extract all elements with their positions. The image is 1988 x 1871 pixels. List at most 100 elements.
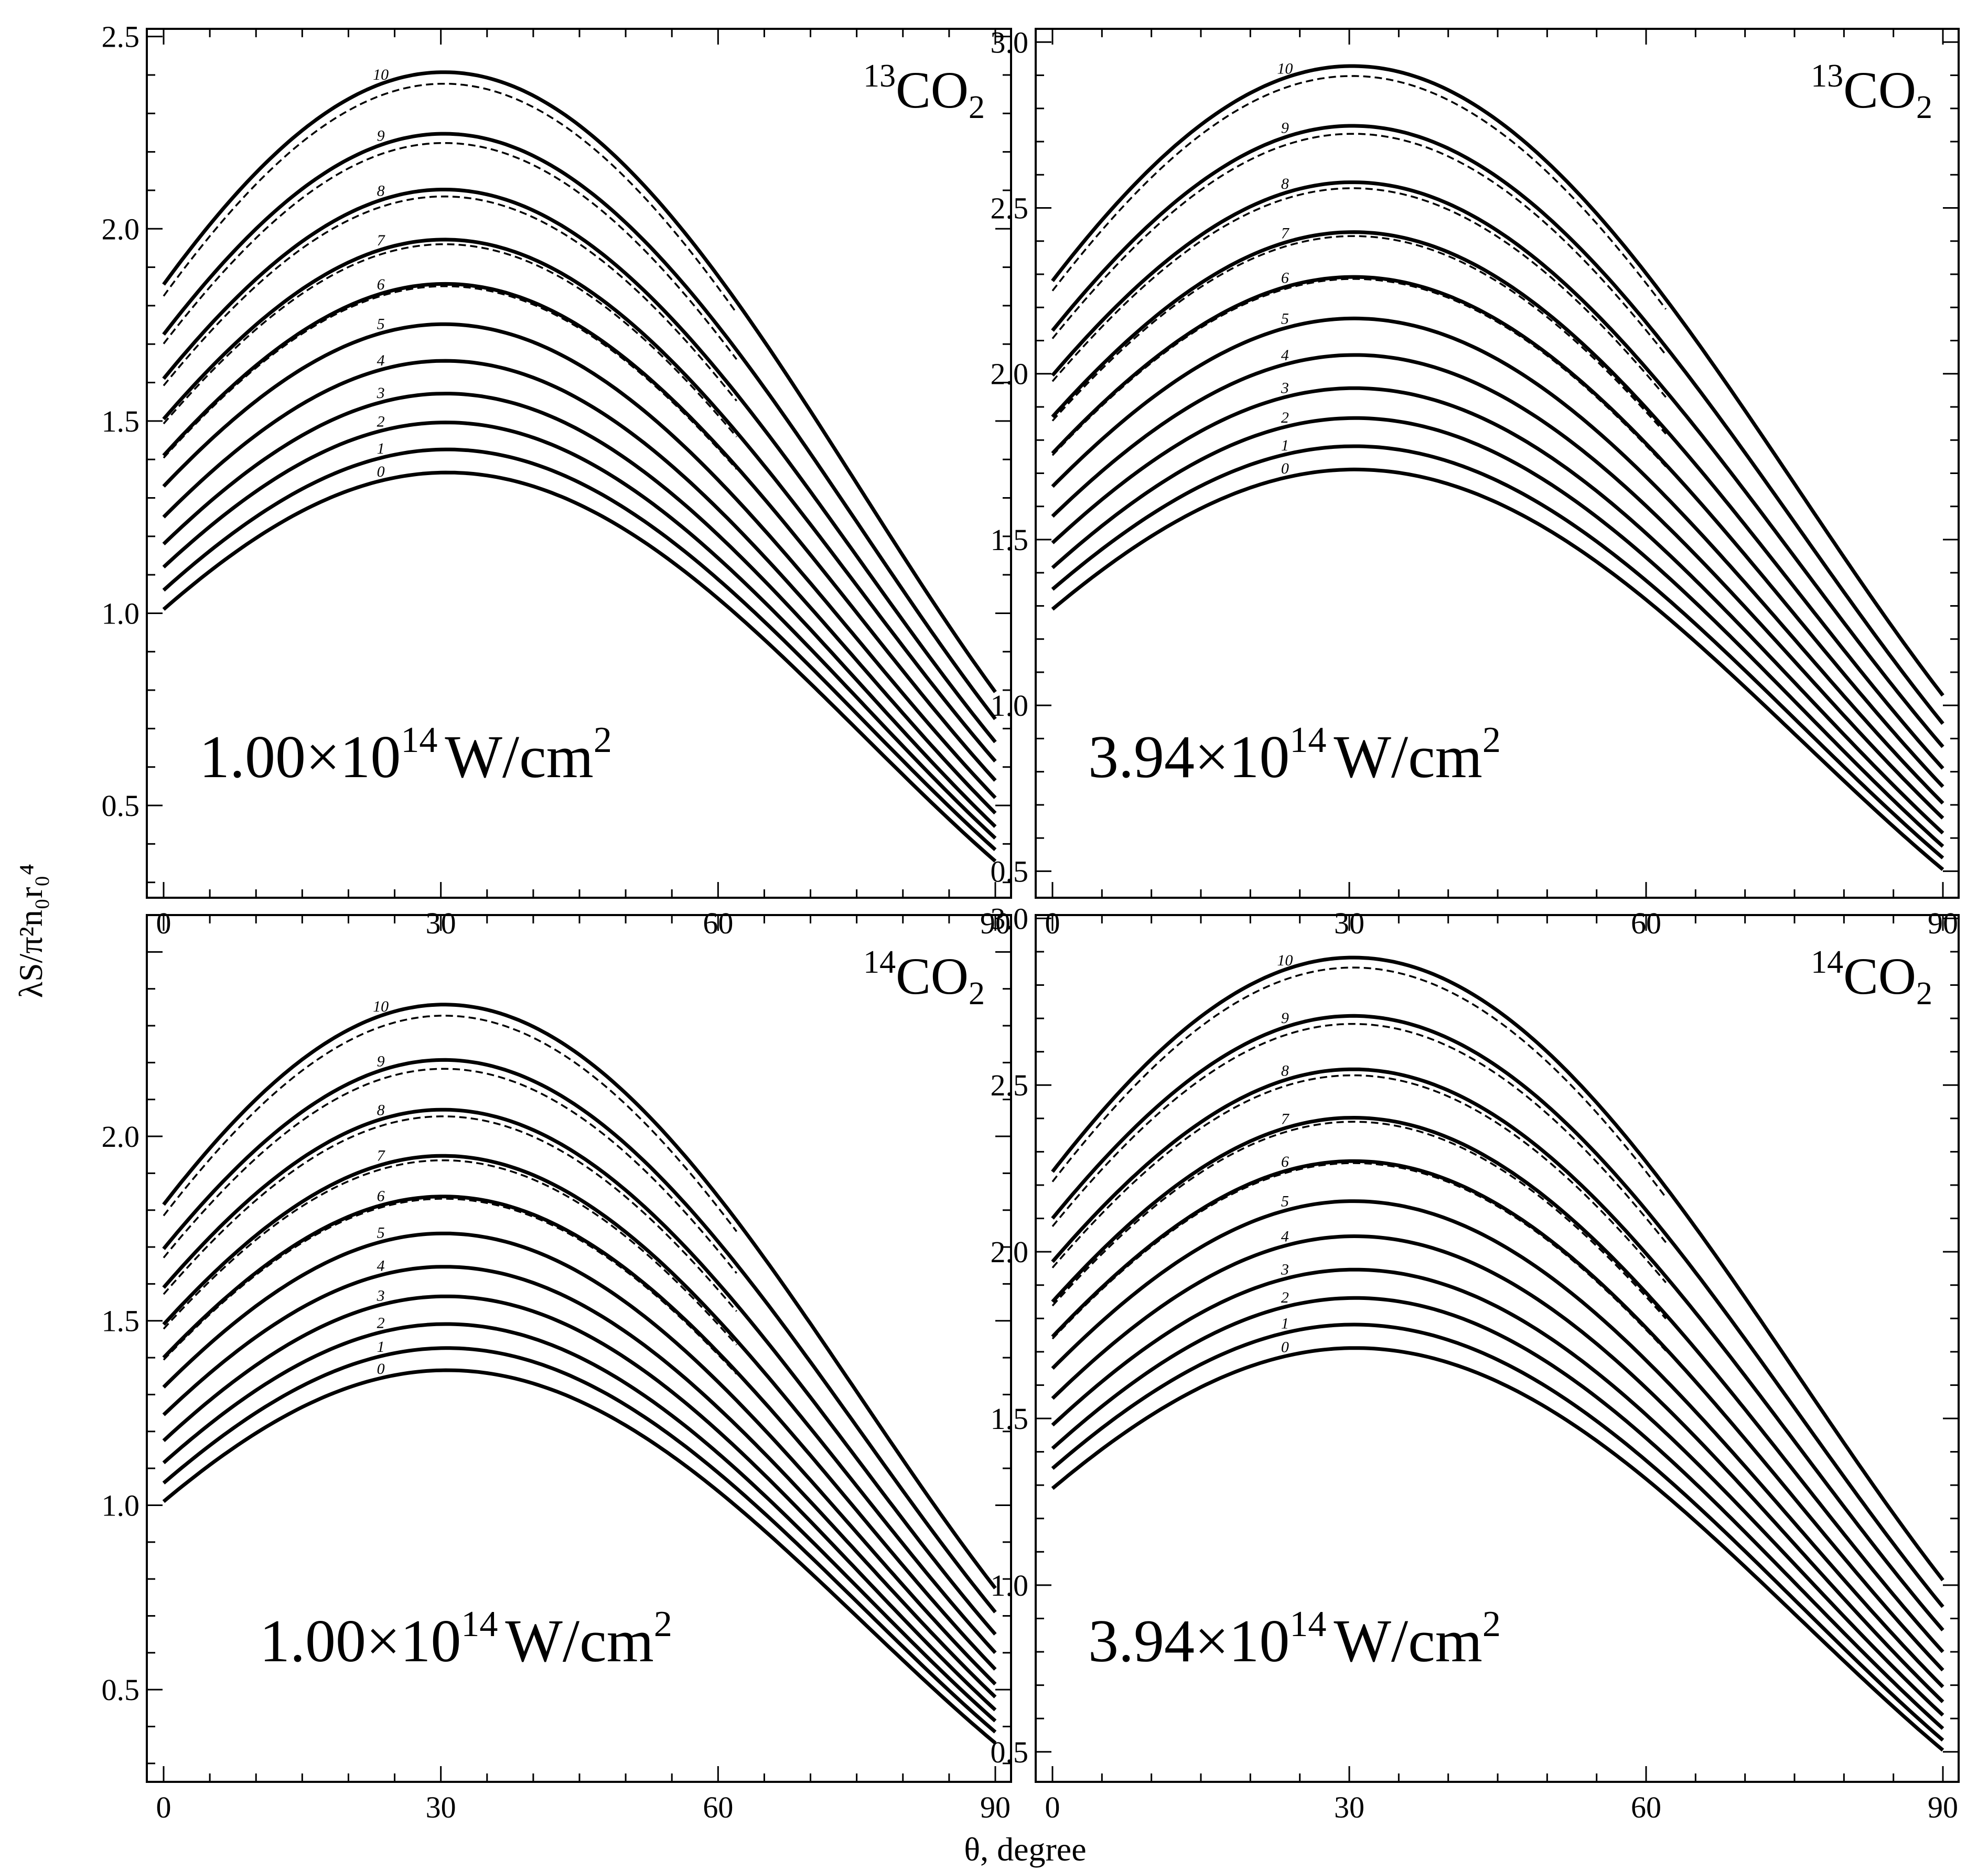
series-0-label: 0 [1281,460,1289,477]
molecule-annotation: 14CO2 [1811,944,1932,1012]
series-7-curve [1051,1116,1944,1653]
x-tick-label: 30 [426,1790,456,1824]
intensity-mantissa: 3.94×10 [1088,1608,1289,1675]
y-tick-label: 1.0 [102,1488,140,1522]
intensity-unit: W/cm [1334,1608,1482,1675]
intensity-annotation: 3.94×1014 W/cm2 [1088,720,1501,791]
series-6-approx-curve [163,1198,737,1375]
y-tick-label: 0.5 [102,789,140,823]
x-tick-label: 60 [703,1790,733,1824]
y-tick-label: 3.0 [991,25,1029,59]
y-tick-label: 1.5 [102,1304,140,1338]
molecule-formula: CO [896,947,969,1005]
x-tick-label: 60 [1631,1790,1661,1824]
series-7-curve [1051,230,1944,770]
intensity-exponent: 14 [1289,1604,1326,1644]
isotope-mass: 14 [863,944,896,980]
series-10-label: 10 [1277,60,1293,77]
series-8-curve [1051,180,1944,748]
series-3-curve [1051,386,1944,835]
series-5-label: 5 [377,315,385,332]
intensity-exponent: 14 [461,1604,498,1644]
molecule-subscript: 2 [1916,90,1932,125]
series-5-curve [162,1231,997,1686]
series-8-label: 8 [1281,1062,1289,1080]
series-5-curve [162,322,997,799]
series-4-curve [162,1265,997,1698]
series-9-label: 9 [1281,120,1289,137]
series-6-approx-curve [1051,278,1667,467]
series-4-curve [1051,353,1944,820]
series-9-curve [162,1058,997,1614]
series-7-approx-curve [1051,235,1667,435]
intensity-unit: W/cm [1334,724,1482,791]
series-0-curve [162,470,997,863]
x-tick-label: 30 [1334,1790,1364,1824]
series-9-curve [1051,1014,1944,1608]
y-tick-label: 1.0 [102,596,140,630]
isotope-mass: 13 [863,58,896,94]
series-9-label: 9 [1281,1009,1289,1027]
series-8-approx-curve [163,195,737,402]
molecule-subscript: 2 [1916,976,1932,1012]
intensity-exponent: 14 [1289,720,1326,760]
intensity-mantissa: 1.00×10 [260,1608,461,1675]
series-4-curve [1051,1234,1944,1703]
y-tick-label: 2.0 [991,357,1029,391]
series-10-approx-curve [163,1015,737,1232]
series-3-curve [162,1294,997,1712]
series-10-label: 10 [1277,952,1293,969]
y-tick-label: 3.0 [991,901,1029,936]
series-7-approx-curve [163,1159,737,1346]
x-tick-label: 90 [980,1790,1011,1824]
series-3-label: 3 [377,1287,385,1304]
molecule-formula: CO [896,61,969,119]
series-8-label: 8 [377,1102,385,1119]
y-tick-label: 1.5 [102,404,140,438]
series-4-curve [162,359,997,815]
molecule-annotation: 13CO2 [863,58,985,125]
panel-bottom-left: 0 30 60 900.51.01.52.001234567891014CO21.00… [102,914,1012,1824]
series-8-curve [162,1107,997,1636]
series-1-label: 1 [377,440,385,457]
intensity-unit-exponent: 2 [594,720,612,760]
x-tick-label: 0 [156,1790,171,1824]
intensity-unit-exponent: 2 [1482,1604,1501,1644]
series-6-curve [1051,1159,1944,1672]
isotope-mass: 13 [1811,58,1843,94]
series-6-label: 6 [1281,269,1289,286]
series-3-label: 3 [377,384,385,402]
series-10-approx-curve [1051,966,1667,1198]
intensity-unit: W/cm [505,1608,653,1675]
series-2-label: 2 [377,1315,385,1332]
intensity-annotation: 1.00×1014 W/cm2 [260,1604,672,1675]
series-8-curve [1051,1067,1944,1631]
molecule-formula: CO [1843,61,1916,119]
x-tick-label: 90 [1928,1790,1958,1824]
series-8-label: 8 [377,182,385,199]
series-3-label: 3 [1281,379,1289,396]
series-2-curve [1051,416,1944,848]
series-5-curve [1051,1199,1944,1689]
series-9-approx-curve [1051,133,1667,356]
series-10-approx-curve [163,82,738,314]
series-0-label: 0 [1281,1338,1289,1356]
intensity-annotation: 1.00×1014 W/cm2 [199,720,612,791]
series-6-curve [162,1195,997,1671]
series-1-curve [1051,1322,1944,1742]
series-0-curve [1051,467,1944,871]
series-2-label: 2 [377,413,385,431]
series-0-label: 0 [377,1360,385,1378]
y-tick-label: 2.0 [991,1235,1029,1269]
series-7-label: 7 [377,232,386,249]
y-tick-label: 2.5 [991,191,1029,225]
series-7-approx-curve [1051,1121,1667,1319]
series-8-label: 8 [1281,175,1289,192]
series-5-label: 5 [1281,310,1289,328]
series-9-approx-curve [163,142,737,360]
series-10-curve [1051,64,1944,697]
